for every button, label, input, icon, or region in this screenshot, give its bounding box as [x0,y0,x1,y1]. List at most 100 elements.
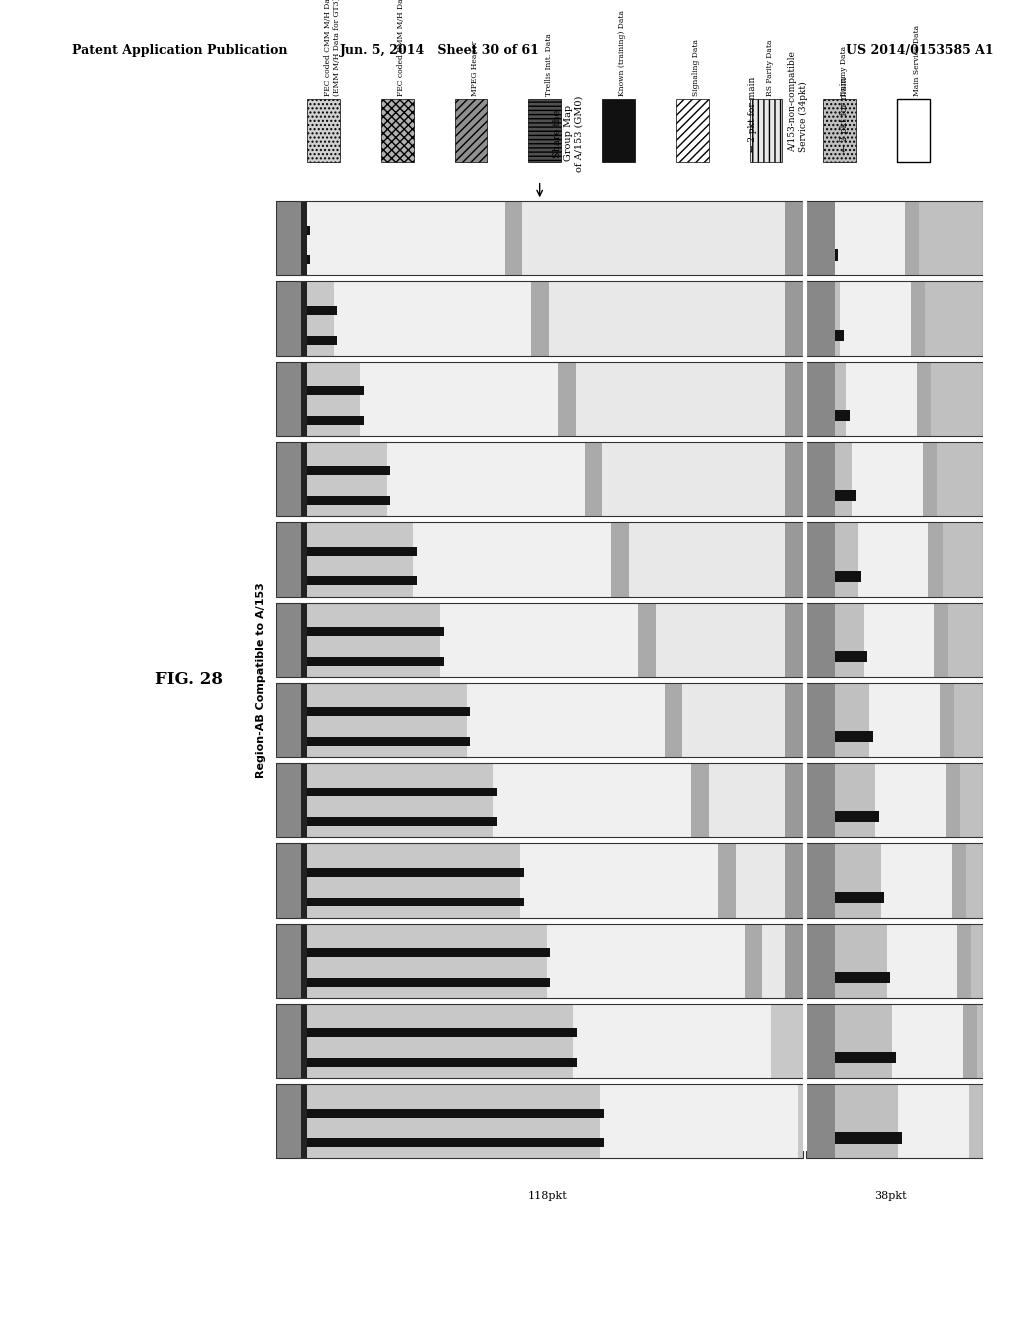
Bar [585,442,602,516]
Bar [807,281,835,356]
Bar [307,201,505,276]
Text: Main Service Data: Main Service Data [913,25,922,96]
Bar [307,416,364,425]
Bar [276,843,803,917]
Bar [785,602,803,677]
Bar [929,523,942,597]
Bar [276,1003,803,1078]
Text: US 2014/0153585 A1: US 2014/0153585 A1 [846,44,993,57]
Bar [951,843,966,917]
Bar [785,362,803,436]
Bar [709,763,785,837]
Bar [531,281,549,356]
Bar [807,201,983,276]
Bar [785,924,803,998]
Bar [807,1003,983,1078]
Text: ← 2 pkt for main: ← 2 pkt for main [748,77,757,152]
Bar [807,281,983,356]
Bar [307,978,550,987]
Bar [307,335,337,345]
Bar [946,763,959,837]
Bar [307,1138,603,1147]
Bar [807,442,983,516]
Bar [301,602,307,677]
Bar [307,948,550,957]
Text: Known (training) Data: Known (training) Data [618,11,627,96]
Bar [629,523,785,597]
Bar [807,362,983,436]
Bar [360,362,558,436]
Bar [276,763,301,837]
Bar [276,602,803,677]
Bar [898,1084,969,1159]
Bar [785,682,803,758]
Bar [414,523,611,597]
Bar [785,201,803,276]
Bar [276,1084,803,1159]
Bar [665,682,682,758]
Bar [863,602,934,677]
Bar [276,442,803,516]
Bar [807,362,835,436]
Bar [276,682,803,758]
Bar [835,972,890,983]
Bar [276,843,301,917]
Bar [807,523,983,597]
Bar [638,602,655,677]
Bar [682,682,785,758]
Bar [835,490,855,502]
Bar [835,812,879,822]
Bar [887,924,957,998]
Bar [494,763,691,837]
Bar [387,442,585,516]
Bar [276,201,803,276]
Bar [807,1003,983,1078]
Bar [691,763,709,837]
Bar [276,362,803,436]
Text: MPEG Header: MPEG Header [471,41,479,96]
Bar [276,682,803,758]
Text: Trellis Init. Data: Trellis Init. Data [545,33,553,96]
Bar [520,843,718,917]
Bar [301,201,307,276]
Bar [807,442,835,516]
Bar [964,1003,977,1078]
Bar [522,201,785,276]
Text: Patent Application Publication: Patent Application Publication [72,44,287,57]
Text: Share the
Group Map
of A/153 (GM0): Share the Group Map of A/153 (GM0) [553,95,584,172]
Bar [276,682,301,758]
Bar [807,924,835,998]
Bar [735,843,785,917]
Bar [807,924,983,998]
Bar [301,763,307,837]
Bar [276,281,803,356]
Text: ← 2 pkt for main: ← 2 pkt for main [840,77,849,152]
Bar [807,1084,983,1159]
Bar [307,708,470,717]
Bar [307,577,417,585]
Text: Dummy Data: Dummy Data [840,46,848,96]
Bar [655,602,785,677]
Text: Region-AB Compatible to A/153: Region-AB Compatible to A/153 [256,582,266,777]
Bar [923,442,937,516]
Bar [276,201,803,276]
Bar [276,924,301,998]
Bar [846,362,916,436]
Text: FEC coded CMM M/H Data
(EMM M/H Data for GT3): FEC coded CMM M/H Data (EMM M/H Data for… [324,0,341,96]
Bar [575,362,785,436]
Bar [807,843,835,917]
Bar [307,898,523,907]
Bar [301,1084,307,1159]
Bar [276,763,803,837]
Bar [807,201,983,276]
Bar [307,546,417,556]
Bar [276,201,301,276]
Text: FIG. 28: FIG. 28 [156,672,223,688]
Bar [807,682,983,758]
Bar [807,602,983,677]
Bar [835,411,850,421]
Bar [276,442,803,516]
Bar [276,602,301,677]
Bar [602,442,785,516]
Bar [835,570,861,582]
